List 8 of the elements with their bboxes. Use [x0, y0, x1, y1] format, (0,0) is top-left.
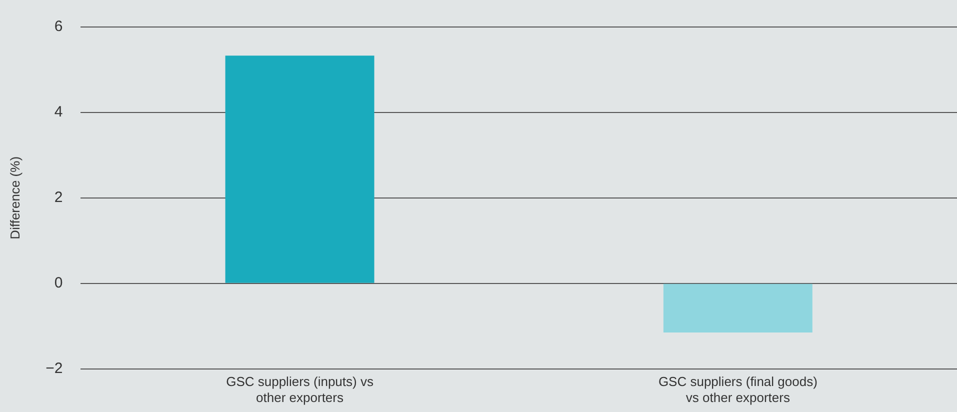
y-tick-label: 6	[54, 18, 63, 36]
y-tick-label: 2	[54, 189, 63, 206]
y-tick-label: 4	[54, 104, 63, 121]
x-tick-label: GSC suppliers (final goods) vs other exporters	[658, 374, 818, 405]
y-tick-label: 0	[54, 274, 63, 292]
y-tick-label: −2	[46, 360, 63, 377]
y-axis-title: Difference (%)	[7, 156, 22, 240]
x-tick-label: GSC suppliers (inputs) vs other exporters	[226, 374, 374, 405]
